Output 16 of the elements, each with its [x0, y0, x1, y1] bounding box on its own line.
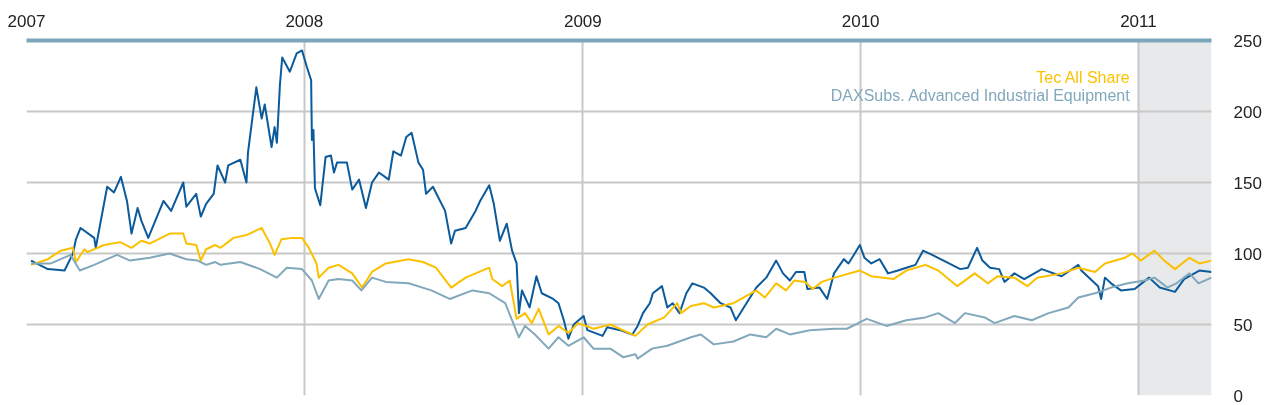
x-tick-label: 2010	[841, 11, 880, 31]
y-tick-label: 200	[1233, 102, 1262, 122]
y-tick-label: 100	[1233, 244, 1262, 264]
text: DAXSubs. Advanced Industrial Equipment	[830, 87, 1131, 104]
y-tick-label: 0	[1233, 386, 1243, 405]
text: Tec All Share	[1036, 68, 1130, 86]
y-tick-label: 50	[1233, 315, 1253, 335]
x-tick-label: 2011	[1120, 11, 1157, 31]
x-tick-label: 2007	[7, 11, 46, 31]
y-tick-label: 250	[1233, 31, 1262, 51]
y-tick-label: 150	[1233, 173, 1262, 193]
line-series	[30, 49, 1212, 340]
line-series	[30, 226, 1212, 337]
line-series	[30, 252, 1212, 360]
x-tick-label: 2009	[563, 11, 602, 31]
x-tick-label: 2008	[285, 11, 324, 31]
